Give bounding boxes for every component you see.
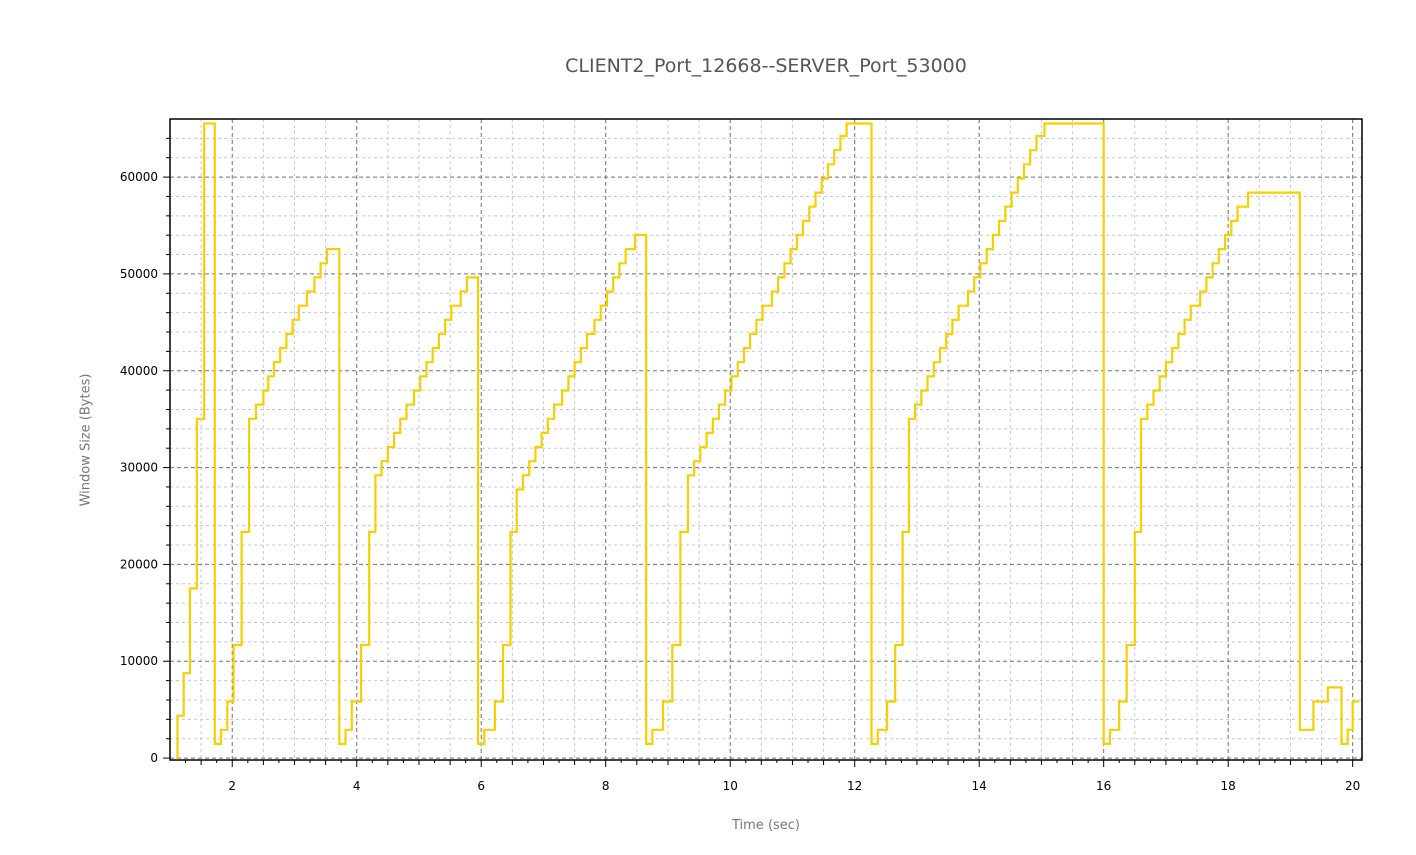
y-tick-label: 50000 (120, 267, 158, 281)
x-tick-label: 12 (847, 779, 862, 793)
y-tick-label: 0 (150, 751, 158, 765)
x-tick-label: 8 (602, 779, 610, 793)
y-tick-label: 40000 (120, 364, 158, 378)
x-tick-label: 2 (228, 779, 236, 793)
window-size-series-line (176, 122, 1359, 760)
x-tick-label: 6 (477, 779, 485, 793)
x-tick-label: 4 (353, 779, 361, 793)
axis-ticks: 2 4 6 8 10 12 14 16 18 20 0 10000 20000 30000 40000 500… (120, 137, 1360, 793)
plot-frame (169, 118, 1363, 761)
grid (170, 119, 1362, 760)
x-tick-label: 10 (723, 779, 738, 793)
x-tick-label: 14 (972, 779, 987, 793)
x-tick-label: 20 (1345, 779, 1360, 793)
x-tick-label: 18 (1221, 779, 1236, 793)
x-tick-label: 16 (1096, 779, 1111, 793)
y-tick-label: 20000 (120, 557, 158, 571)
y-tick-label: 60000 (120, 170, 158, 184)
chart-title: CLIENT2_Port_12668--SERVER_Port_53000 (565, 55, 967, 77)
y-tick-label: 10000 (120, 654, 158, 668)
y-tick-label: 30000 (120, 461, 158, 475)
x-axis-label: Time (sec) (731, 818, 801, 833)
